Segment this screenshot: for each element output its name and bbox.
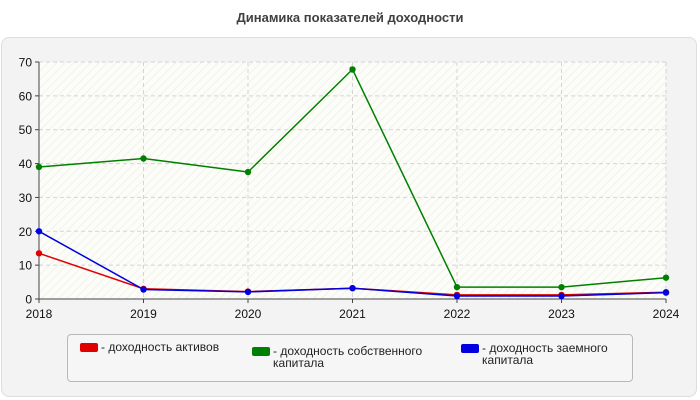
legend-label: - доходность заемного капитала [482, 341, 608, 367]
legend-label: - доходность активов [101, 340, 220, 354]
x-tick-label: 2020 [235, 307, 262, 321]
y-tick-label: 70 [19, 56, 33, 70]
data-point [244, 168, 252, 176]
legend-label: - доходность собственного капитала [273, 344, 423, 370]
legend-item: - доходность заемного капитала [461, 342, 629, 366]
data-point [35, 250, 43, 257]
data-point [453, 283, 461, 291]
y-tick-label: 60 [19, 89, 33, 103]
x-tick-label: 2021 [339, 307, 366, 321]
legend-swatch [80, 343, 98, 352]
chart-legend: - доходность активов - доходность собств… [67, 334, 633, 382]
data-point [349, 66, 356, 73]
chart-title: Динамика показателей доходности [236, 10, 464, 25]
y-tick-label: 40 [19, 157, 33, 171]
data-point [35, 228, 43, 235]
data-point [35, 163, 43, 171]
data-point [140, 155, 147, 162]
data-point [349, 284, 356, 292]
data-point [453, 292, 461, 300]
y-tick-label: 20 [19, 225, 33, 239]
legend-item: - доходность собственного капитала [252, 345, 442, 369]
data-point [558, 292, 565, 300]
data-point [662, 274, 670, 281]
data-point [244, 288, 252, 296]
y-tick-label: 10 [19, 259, 33, 273]
x-tick-label: 2024 [653, 307, 680, 321]
x-tick-label: 2023 [548, 307, 575, 321]
x-tick-label: 2019 [130, 307, 157, 321]
y-tick-label: 50 [19, 123, 33, 137]
y-tick-label: 0 [25, 293, 32, 307]
x-tick-label: 2022 [444, 307, 471, 321]
legend-swatch [252, 347, 270, 356]
data-point [558, 283, 565, 291]
legend-item: - доходность активов [80, 341, 250, 353]
legend-swatch [461, 344, 479, 353]
y-tick-label: 30 [19, 191, 33, 205]
data-point [662, 289, 670, 296]
x-tick-label: 2018 [26, 307, 53, 321]
data-point [140, 286, 147, 293]
